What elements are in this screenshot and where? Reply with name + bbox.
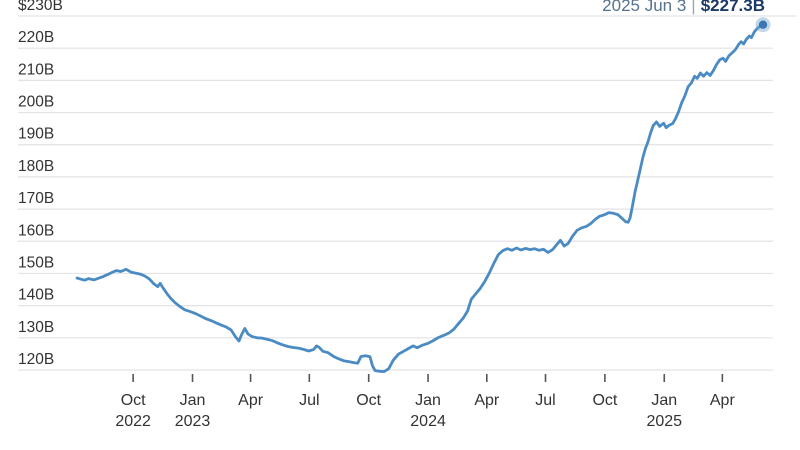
x-axis-month-label: Jan — [651, 392, 677, 409]
x-axis-year-label: 2025 — [646, 413, 682, 430]
x-axis-month-label: Oct — [121, 392, 146, 409]
y-axis-tick-label: 200B — [18, 94, 54, 111]
x-axis-year-label: 2023 — [175, 413, 211, 430]
y-axis-tick-label: 190B — [18, 126, 54, 143]
x-axis-year-label: 2024 — [410, 413, 446, 430]
y-axis-tick-label: $230B — [18, 0, 63, 14]
y-axis-tick-label: 130B — [18, 319, 54, 336]
y-axis-tick-label: 170B — [18, 190, 54, 207]
current-date-label: 2025 Jun 3 — [602, 0, 687, 15]
x-axis-month-label: Oct — [592, 392, 617, 409]
y-axis-tick-label: 220B — [18, 29, 54, 46]
data-series-line[interactable] — [75, 23, 765, 374]
y-axis-tick-label: 150B — [18, 254, 54, 271]
x-axis-month-label: Jul — [535, 392, 555, 409]
x-axis-month-label: Apr — [474, 392, 500, 409]
x-axis-month-label: Apr — [238, 392, 264, 409]
y-axis-tick-label: 180B — [18, 158, 54, 175]
y-axis-tick-label: 120B — [18, 351, 54, 368]
x-axis-month-label: Apr — [710, 392, 736, 409]
y-axis-tick-label: 140B — [18, 287, 54, 304]
current-point-marker[interactable] — [758, 20, 768, 29]
x-axis-month-label: Jul — [299, 392, 319, 409]
x-axis-year-label: 2022 — [115, 413, 151, 430]
x-axis-month-label: Jan — [180, 392, 206, 409]
x-axis-month-label: Jan — [415, 392, 441, 409]
separator: | — [691, 0, 696, 15]
x-axis-month-label: Oct — [356, 392, 381, 409]
y-axis-tick-label: 160B — [18, 222, 54, 239]
current-value-label: $227.3B — [700, 0, 765, 15]
y-axis-tick-label: 210B — [18, 61, 54, 78]
current-value-readout: 2025 Jun 3 | $227.3B — [602, 0, 765, 14]
